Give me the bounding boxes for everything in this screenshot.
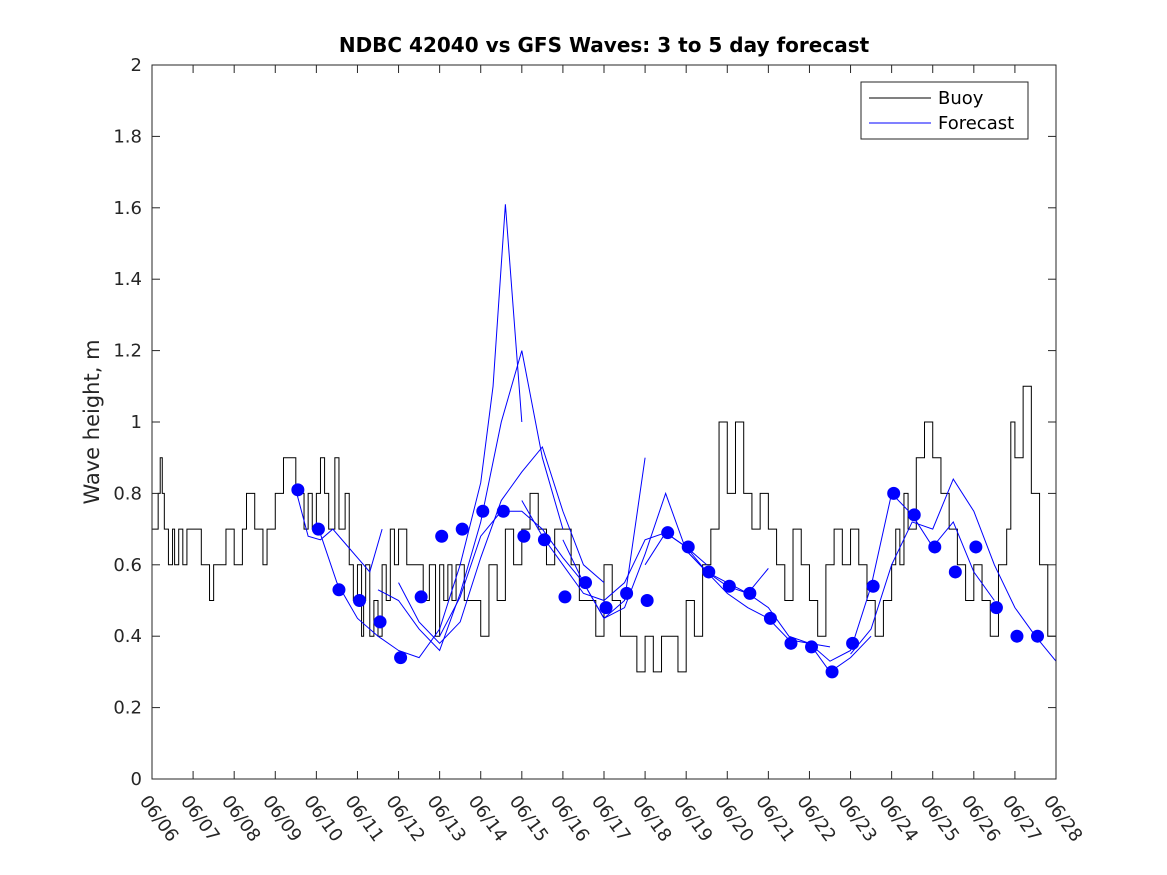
forecast-marker: [825, 665, 839, 679]
forecast-marker: [887, 486, 901, 500]
forecast-marker: [743, 586, 757, 600]
forecast-marker: [989, 601, 1003, 615]
plot-frame: [151, 64, 1057, 780]
forecast-marker: [681, 540, 695, 554]
y-tick-label: 0: [131, 769, 142, 790]
forecast-marker: [291, 483, 305, 497]
chart-title: NDBC 42040 vs GFS Waves: 3 to 5 day fore…: [339, 33, 870, 57]
plot-area: [152, 204, 1057, 679]
forecast-marker: [517, 529, 531, 543]
y-tick-label: 0.8: [113, 483, 142, 504]
forecast-marker: [558, 590, 572, 604]
forecast-run-line: [398, 445, 605, 645]
forecast-marker: [661, 526, 675, 540]
forecast-marker: [414, 590, 428, 604]
forecast-marker: [394, 651, 408, 665]
forecast-marker: [969, 540, 983, 554]
forecast-marker: [702, 565, 716, 579]
forecast-marker: [579, 576, 593, 590]
forecast-marker: [640, 594, 654, 607]
forecast-marker: [784, 636, 798, 650]
buoy-series-line: [152, 385, 1056, 673]
forecast-marker: [1010, 629, 1024, 643]
forecast-marker: [496, 504, 510, 518]
y-tick-label: 1.2: [113, 341, 142, 362]
forecast-marker: [907, 508, 921, 522]
legend: Buoy Forecast: [860, 81, 1029, 140]
forecast-marker: [805, 640, 819, 654]
legend-buoy-label: Buoy: [938, 88, 984, 109]
forecast-marker: [928, 540, 942, 554]
legend-box: [860, 81, 1029, 140]
forecast-marker: [599, 601, 613, 615]
forecast-marker: [435, 529, 449, 543]
y-tick-label: 0.2: [113, 698, 142, 719]
forecast-marker: [763, 611, 777, 625]
forecast-marker: [311, 522, 325, 536]
forecast-run-line: [295, 489, 383, 573]
legend-forecast-label: Forecast: [938, 113, 1014, 134]
forecast-run-line: [850, 478, 1057, 662]
y-axis-label: Wave height, m: [80, 339, 104, 504]
forecast-marker: [476, 504, 490, 518]
forecast-marker: [373, 615, 387, 629]
forecast-run-line: [809, 492, 995, 662]
forecast-marker: [722, 579, 736, 593]
y-tick-label: 1: [131, 412, 142, 433]
y-tick-label: 0.4: [113, 626, 142, 647]
forecast-run-line: [644, 531, 831, 648]
forecast-marker: [1031, 629, 1045, 643]
forecast-run-line: [315, 204, 523, 659]
forecast-marker: [846, 636, 860, 650]
y-tick-label: 0.6: [113, 555, 142, 576]
y-tick-label: 2: [131, 55, 142, 76]
y-tick-label: 1.8: [113, 126, 142, 147]
forecast-marker: [455, 522, 469, 536]
forecast-marker: [332, 583, 346, 597]
forecast-run-line: [439, 457, 646, 637]
forecast-run-line: [685, 550, 872, 673]
forecast-marker: [353, 594, 367, 607]
y-tick-label: 1.4: [113, 269, 142, 290]
forecast-marker: [537, 533, 551, 547]
forecast-run-line: [377, 350, 564, 652]
y-tick-label: 1.6: [113, 198, 142, 219]
forecast-marker: [620, 586, 634, 600]
forecast-marker: [866, 579, 880, 593]
forecast-marker: [948, 565, 962, 579]
